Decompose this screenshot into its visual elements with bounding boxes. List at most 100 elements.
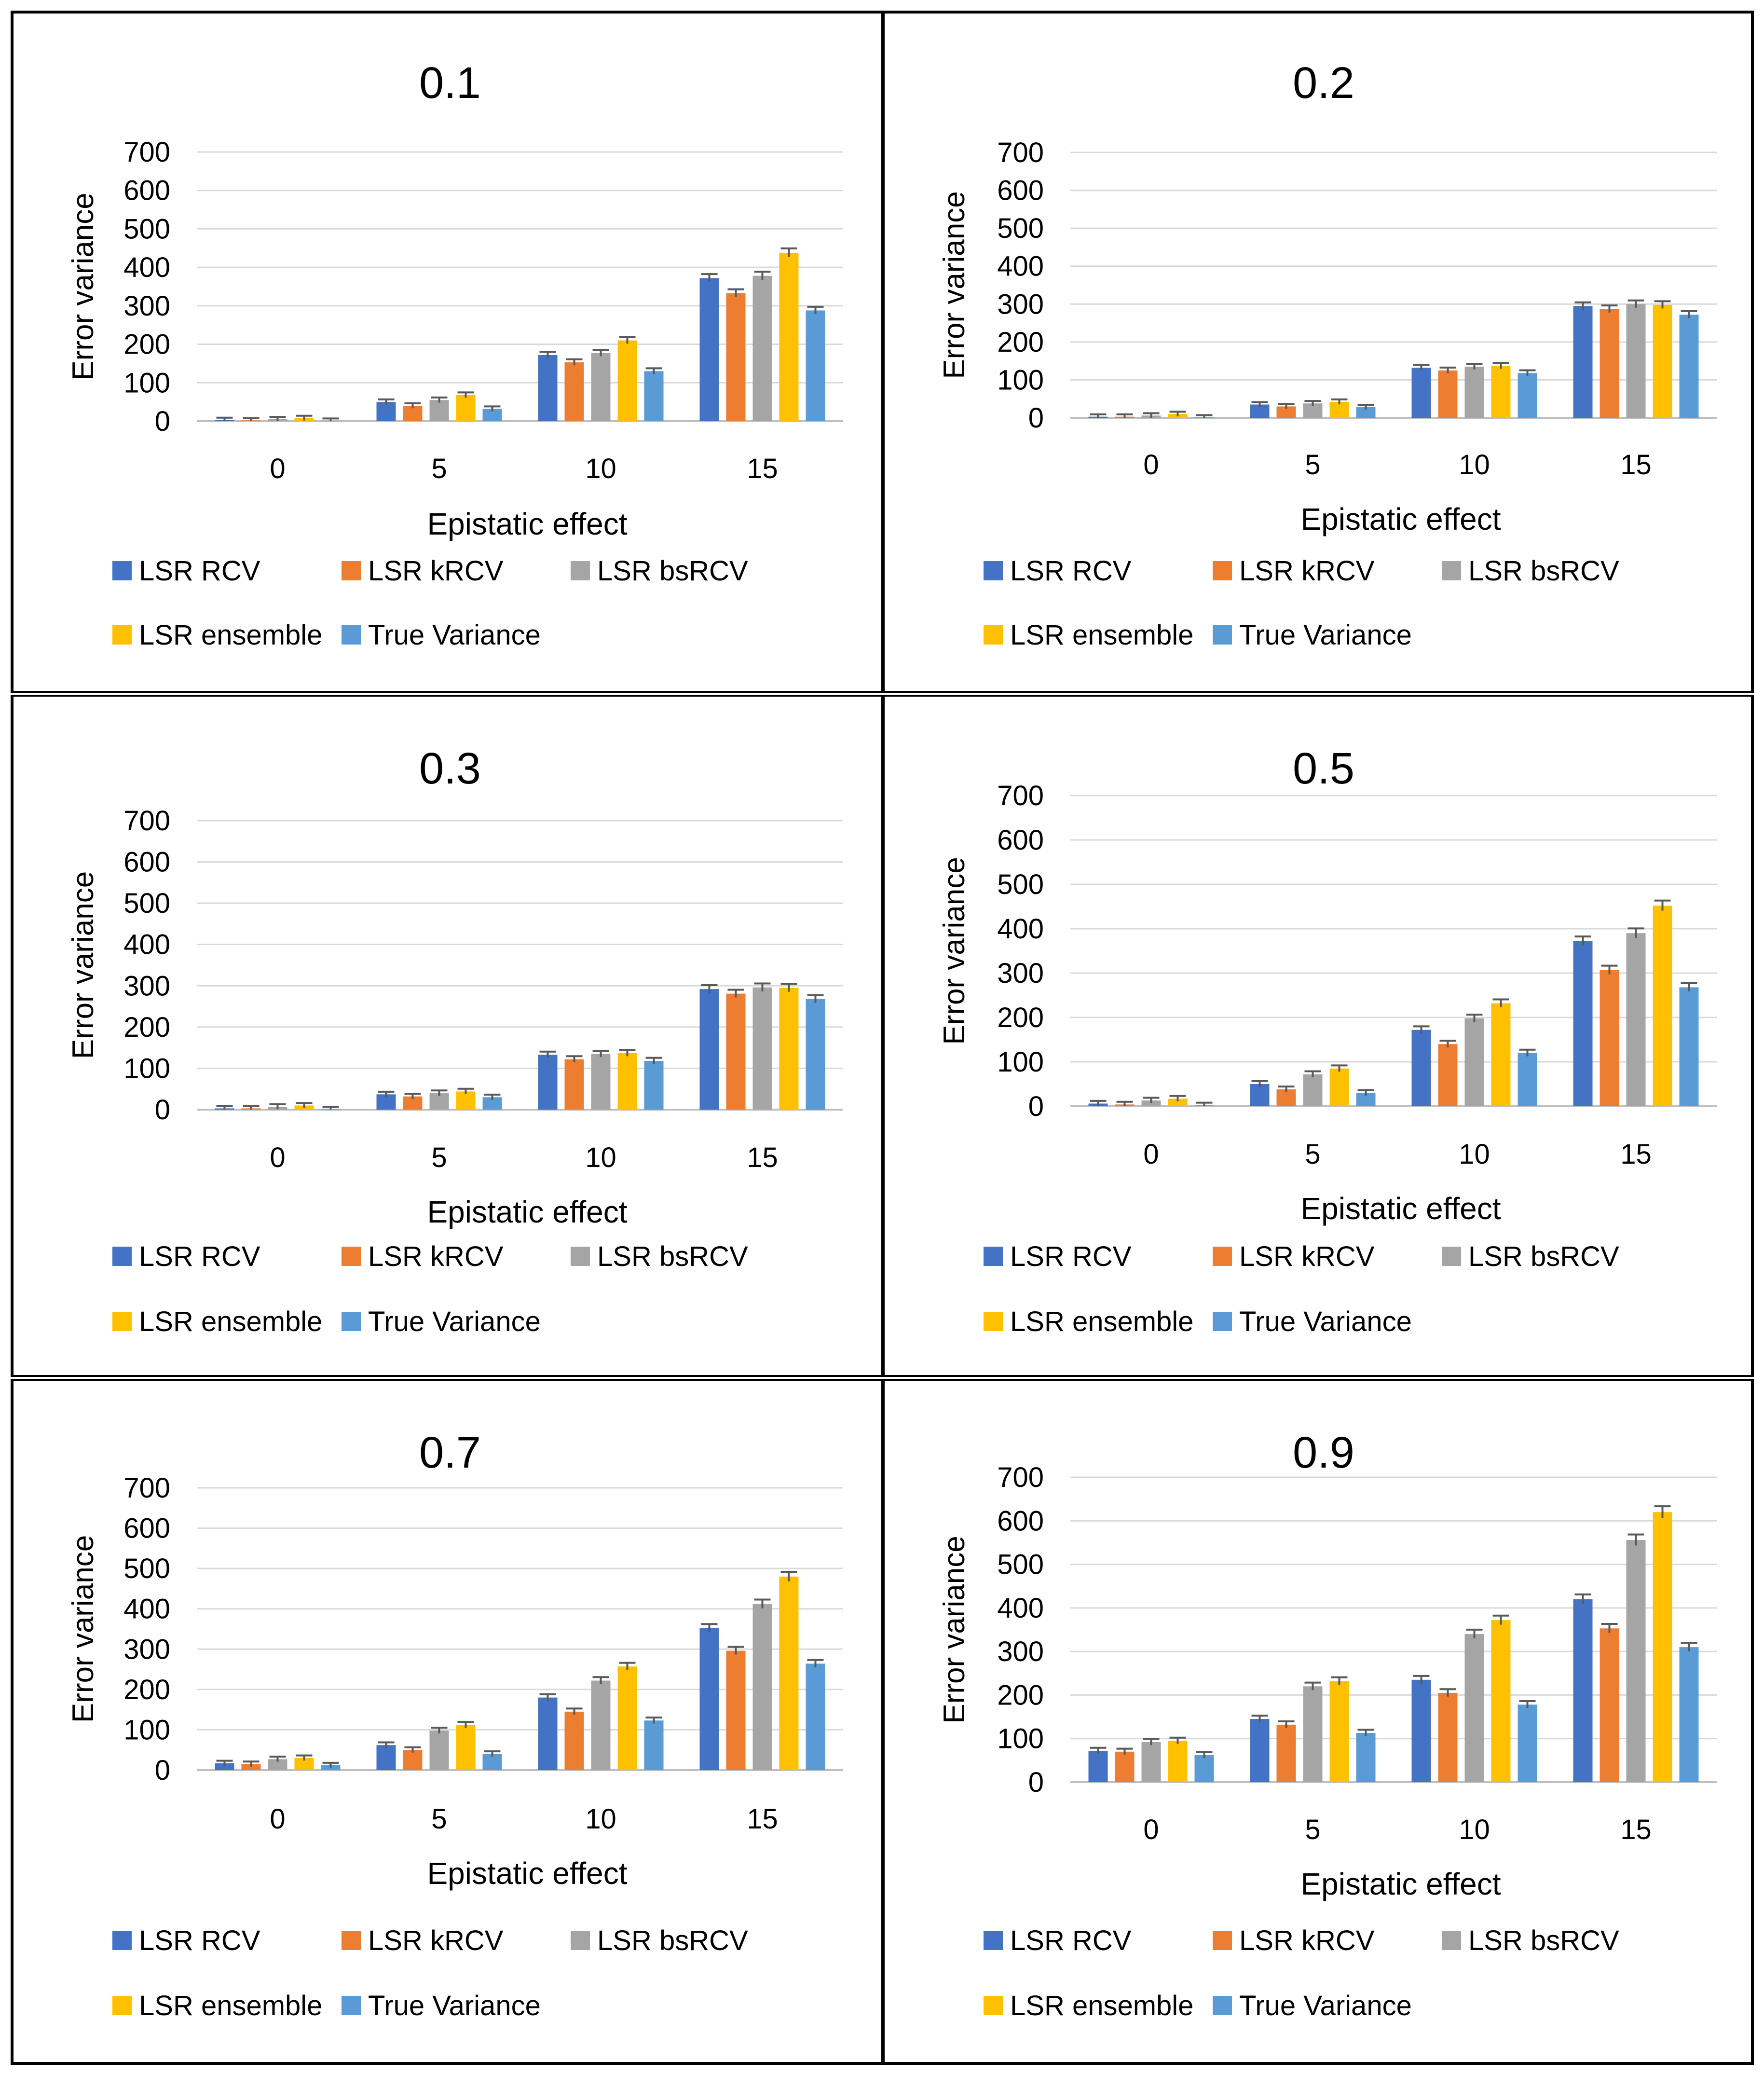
bar [779,1576,799,1770]
y-tick-label: 0 [1028,402,1044,434]
y-tick-label: 300 [123,970,170,1002]
bar [429,400,449,421]
legend-label: LSR kRCV [368,555,504,587]
y-axis-label: Error variance [938,857,971,1044]
legend-label: LSR bsRCV [597,1241,748,1272]
bar [1276,1724,1296,1782]
y-axis-label: Error variance [67,871,100,1059]
legend-swatch [1213,1931,1232,1950]
vertical-divider [881,11,885,2065]
bar [1626,933,1646,1106]
legend-label: LSR ensemble [139,1306,322,1337]
bar [644,1720,664,1770]
legend-swatch [112,1931,132,1950]
bar [1356,1732,1376,1782]
chart-panel-0-1: 0.1 0 100 200 300 400 500 600 700 Error variance 0… [14,14,881,691]
x-axis-label: Epistatic effect [1300,1191,1501,1226]
bar [1411,1030,1431,1106]
bar [1438,1692,1458,1782]
legend-swatch [984,1996,1003,2015]
bar [564,1059,584,1110]
bar [456,1725,476,1770]
bar [1626,1540,1646,1782]
bar [564,362,584,421]
chart-title: 0.2 [1293,58,1354,108]
bar [1653,304,1672,418]
bar [538,355,558,421]
x-tick-label: 0 [270,1803,285,1835]
x-tick-label: 15 [747,1142,778,1173]
bar [1518,1704,1537,1782]
legend-label: LSR kRCV [368,1241,504,1272]
legend-label: LSR ensemble [139,619,322,651]
bar [779,988,799,1110]
chart-panel-0-9: 0.9 0 100 200 300 400 500 600 700 Error variance 0… [885,1381,1751,2062]
legend-swatch [112,1247,132,1266]
x-tick-label: 10 [585,1803,616,1835]
x-tick-label: 0 [270,1142,285,1173]
legend-label: LSR ensemble [1010,1990,1193,2021]
bar [644,371,664,421]
bar [1194,1755,1214,1782]
legend-swatch [1213,1996,1232,2015]
x-tick-label: 10 [585,453,616,484]
y-tick-label: 400 [997,251,1044,282]
bar [538,1697,558,1770]
legend-swatch [112,625,132,645]
x-tick-label: 10 [585,1142,616,1173]
y-axis-label: Error variance [67,192,100,380]
bar [268,1759,287,1770]
legend-swatch [1442,561,1461,580]
bar [752,1604,772,1770]
chart-svg: 0.9 0 100 200 300 400 500 600 700 Error variance 0… [938,1428,1717,2021]
bar [564,1711,584,1770]
y-tick-label: 100 [997,1723,1044,1755]
chart-svg: 0.3 0 100 200 300 400 500 600 700 Error variance 0… [67,744,843,1337]
y-tick-label: 700 [123,1472,170,1504]
bar [1303,1074,1323,1106]
y-tick-label: 400 [123,929,170,961]
legend-swatch [342,1312,361,1331]
legend-label: LSR RCV [139,1925,260,1956]
legend-label: LSR kRCV [1239,1241,1375,1272]
legend-swatch [342,1931,361,1950]
bar [1329,402,1349,418]
legend-swatch [1442,1247,1461,1266]
bar [1573,941,1593,1106]
bar [1653,1512,1672,1782]
x-tick-label: 10 [1459,1139,1490,1170]
legend-label: LSR bsRCV [1468,1925,1619,1956]
y-tick-label: 0 [155,1094,170,1126]
bar [806,1663,825,1770]
bar [699,989,719,1110]
legend-swatch [1442,1931,1461,1950]
bar [752,987,772,1110]
chart-panel-0-5: 0.5 0 100 200 300 400 500 600 700 Error variance 0… [885,697,1751,1375]
bar [779,252,799,421]
legend-swatch [342,561,361,580]
bar [1464,366,1484,418]
x-tick-label: 15 [747,453,778,484]
y-tick-label: 300 [997,1636,1044,1667]
y-axis-label: Error variance [938,1536,971,1723]
horizontal-divider-2 [11,1375,1754,1381]
legend-label: True Variance [368,619,541,651]
legend-label: True Variance [1239,1990,1412,2021]
y-tick-label: 200 [123,1012,170,1043]
chart-title: 0.9 [1293,1428,1354,1477]
y-tick-label: 0 [155,406,170,437]
y-tick-label: 100 [997,1046,1044,1078]
bar [1329,1681,1349,1782]
y-tick-label: 100 [123,1714,170,1745]
y-axis-label: Error variance [67,1535,100,1723]
legend-swatch [112,1996,132,2015]
legend-swatch [342,1996,361,2015]
bar [1491,1003,1511,1106]
bar [456,395,476,421]
bar [1464,1634,1484,1782]
bar [1626,304,1646,418]
bar [482,1754,502,1770]
legend-swatch [1213,1312,1232,1331]
x-tick-label: 5 [1305,449,1320,481]
chart-svg: 0.1 0 100 200 300 400 500 600 700 Error variance 0… [67,58,843,651]
